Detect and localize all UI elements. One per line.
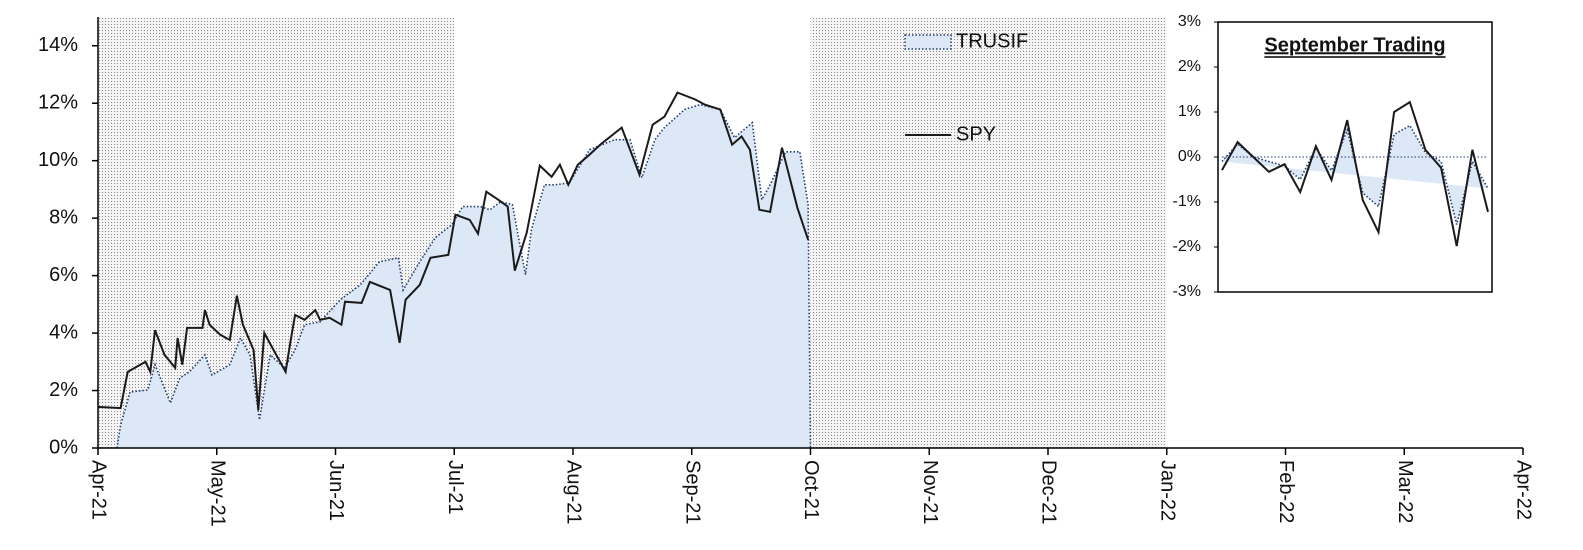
legend-swatch	[904, 34, 952, 50]
y-tick-label: 0%	[49, 436, 78, 458]
x-tick-label: Nov-21	[919, 460, 941, 524]
x-tick-label: Apr-22	[1513, 460, 1535, 520]
legend-label: TRUSIF	[956, 30, 1028, 52]
area	[116, 103, 812, 449]
line	[97, 91, 810, 411]
x-tick-label: May-21	[206, 460, 228, 527]
x-tick-label: Dec-21	[1038, 460, 1060, 524]
inset-y-tick-label: 3%	[1178, 13, 1201, 30]
x-tick-label: Jun-21	[325, 460, 347, 521]
legend-swatch-hatch	[905, 81, 951, 95]
x-tick-label: Jan-22	[1156, 460, 1178, 521]
y-tick-label: 8%	[49, 206, 78, 228]
y-tick-label: 14%	[38, 34, 78, 56]
inset-y-tick-label: 0%	[1178, 148, 1201, 165]
x-tick-label: Jul-21	[444, 460, 466, 514]
inset-y-tick-label: -1%	[1173, 193, 1201, 210]
legend-label: SPY	[956, 123, 996, 145]
x-tick-label: Apr-21	[88, 460, 110, 520]
x-tick-label: Oct-21	[800, 460, 822, 520]
inset-y-tick-label: -3%	[1173, 283, 1201, 300]
y-tick-label: 2%	[49, 379, 78, 401]
x-tick-label: Mar-22	[1394, 460, 1416, 523]
y-tick-label: 12%	[38, 91, 78, 113]
x-tick-label: Feb-22	[1275, 460, 1297, 523]
inset-title: September Trading	[1264, 34, 1445, 56]
inset-y-tick-label: 2%	[1178, 58, 1201, 75]
y-tick-label: 6%	[49, 264, 78, 286]
x-tick-label: Sep-21	[681, 460, 703, 525]
y-tick-label: 4%	[49, 321, 78, 343]
y-tick-label: 10%	[38, 149, 78, 171]
inset-y-tick-label: 1%	[1178, 103, 1201, 120]
inset-y-tick-label: -2%	[1173, 238, 1201, 255]
x-tick-label: Aug-21	[563, 460, 585, 525]
line	[1221, 100, 1489, 247]
shaded-region	[810, 17, 1167, 448]
